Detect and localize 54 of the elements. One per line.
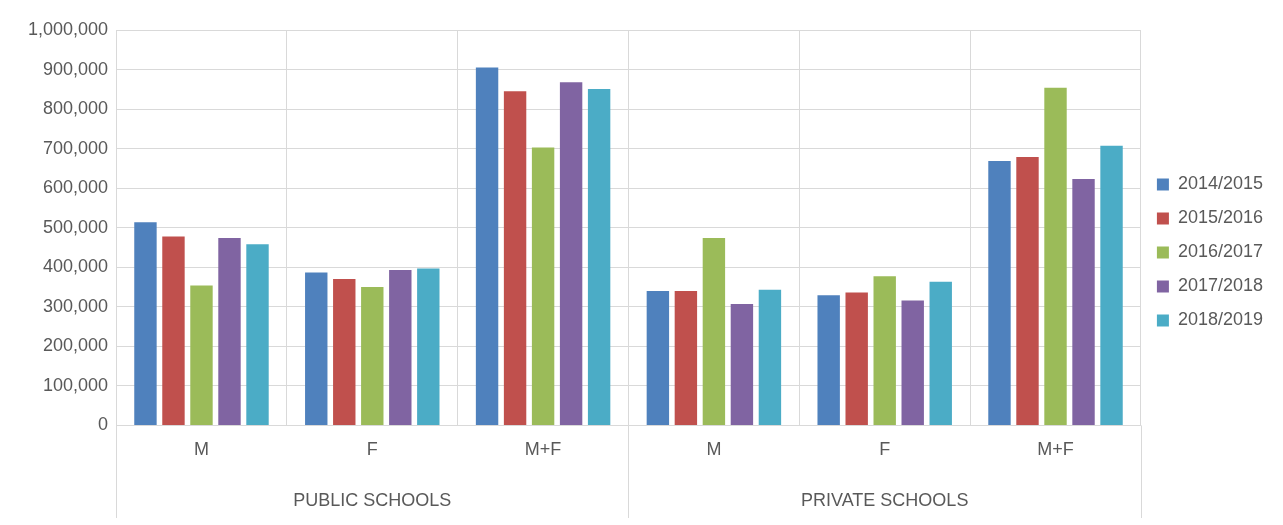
y-tick-label: 500,000 <box>43 216 109 237</box>
bar <box>901 300 924 425</box>
bar <box>758 289 782 425</box>
x-tick-label: M+F <box>1037 439 1074 460</box>
bar <box>246 244 269 425</box>
text: PUBLIC SCHOOLS <box>293 489 452 510</box>
bar <box>305 272 328 425</box>
bar <box>587 88 611 425</box>
bar <box>361 287 384 425</box>
bar <box>873 276 896 425</box>
bar <box>646 290 670 425</box>
bar <box>1072 179 1095 425</box>
text: PRIVATE SCHOOLS <box>801 489 969 510</box>
y-tick-label: 700,000 <box>43 137 109 158</box>
bar <box>929 281 952 425</box>
bar <box>389 270 412 425</box>
x-tick-label: M+F <box>524 439 562 460</box>
bar <box>190 285 213 425</box>
bar <box>531 147 555 425</box>
x-tick-label: F <box>366 439 378 460</box>
y-tick-label: 1,000,000 <box>28 18 109 39</box>
bar <box>503 91 527 425</box>
y-tick-label: 400,000 <box>43 256 109 277</box>
legend-label: 2014/2015 <box>1177 173 1264 194</box>
bar <box>702 237 726 425</box>
bar <box>417 268 440 425</box>
bar <box>475 67 499 425</box>
bar <box>559 82 583 425</box>
bar <box>730 304 754 425</box>
y-tick-label: 100,000 <box>43 374 109 395</box>
y-tick-label: 300,000 <box>43 295 109 316</box>
legend-label: 2016/2017 <box>1177 241 1264 262</box>
x-tick-label: M <box>706 439 722 460</box>
y-tick-label: 0 <box>98 414 109 435</box>
x-tick-label: M <box>193 439 209 460</box>
y-tick-label: 600,000 <box>43 177 109 198</box>
x-tick-label: F <box>879 439 891 460</box>
bar <box>845 292 868 425</box>
y-tick-label: 900,000 <box>43 58 109 79</box>
bar <box>218 237 241 425</box>
bar <box>674 290 698 425</box>
bar <box>817 295 840 425</box>
bar <box>1044 87 1067 425</box>
legend-label: 2015/2016 <box>1177 207 1264 228</box>
bar <box>333 279 356 425</box>
legend-label: 2018/2019 <box>1177 309 1264 330</box>
bar <box>1100 145 1123 425</box>
bar <box>162 236 185 425</box>
y-tick-label: 200,000 <box>43 335 109 356</box>
bar <box>1016 156 1039 425</box>
bar <box>988 160 1011 425</box>
y-tick-label: 800,000 <box>43 98 109 119</box>
bar <box>134 222 157 425</box>
legend-label: 2017/2018 <box>1177 275 1264 296</box>
